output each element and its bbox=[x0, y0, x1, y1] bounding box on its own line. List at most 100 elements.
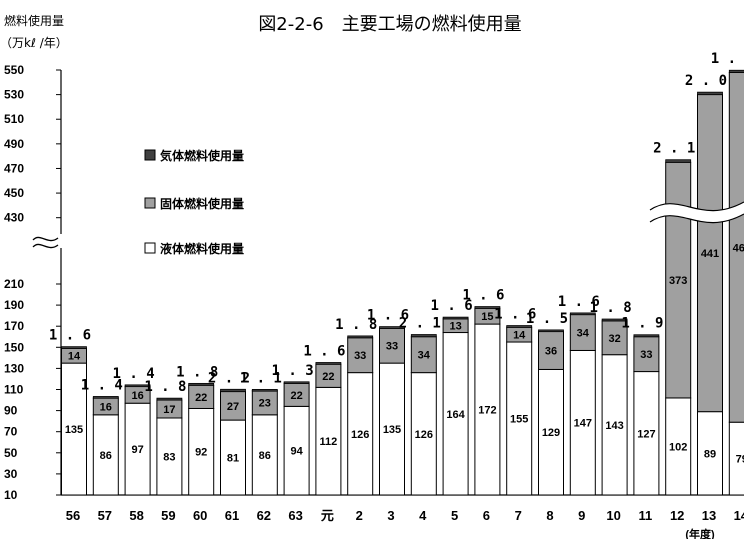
value-label-solid: 32 bbox=[608, 333, 620, 345]
value-label-liquid: 94 bbox=[290, 446, 303, 458]
x-tick-label: 7 bbox=[515, 508, 522, 523]
bar-solid bbox=[665, 161, 692, 399]
value-label-solid: 36 bbox=[545, 345, 557, 357]
bar-solid bbox=[538, 330, 564, 370]
value-label-gas: 1 . 6 bbox=[431, 298, 473, 314]
bar-gas bbox=[569, 312, 596, 316]
value-label-liquid: 92 bbox=[195, 447, 207, 459]
break-marks bbox=[30, 201, 744, 249]
bar-solid bbox=[379, 327, 405, 364]
bar-liquid bbox=[220, 419, 246, 496]
bar-gas bbox=[251, 388, 278, 392]
bar-gas bbox=[538, 329, 564, 333]
x-tick-label: 3 bbox=[387, 508, 394, 523]
y-tick-label: 10 bbox=[4, 488, 18, 502]
legend-swatch bbox=[144, 149, 156, 161]
bars: 135 14 1 . 6 86 16 1 . 4 97 16 1 . 4 83 17 1 . 8 92 2… bbox=[49, 51, 744, 496]
value-label-solid: 34 bbox=[418, 350, 431, 362]
bar-gas bbox=[410, 334, 437, 338]
x-tick-label: 4 bbox=[419, 508, 427, 523]
y-tick-label: 470 bbox=[4, 161, 24, 175]
bar-gas bbox=[61, 346, 87, 349]
bar-gas bbox=[697, 91, 723, 96]
value-label-solid: 373 bbox=[669, 275, 687, 287]
bar-liquid bbox=[506, 341, 533, 496]
y-tick-label: 450 bbox=[4, 186, 24, 200]
bar-gas bbox=[728, 69, 744, 73]
value-label-gas: 1 . 6 bbox=[303, 343, 345, 359]
x-tick-label: 59 bbox=[161, 508, 175, 523]
value-label-solid: 14 bbox=[513, 330, 526, 342]
bar-gas bbox=[92, 396, 119, 399]
bar-liquid bbox=[633, 371, 660, 496]
bar-gas bbox=[220, 388, 246, 393]
value-label-solid: 13 bbox=[449, 321, 461, 333]
bar-liquid bbox=[665, 397, 692, 496]
value-label-gas: 1 . 6 bbox=[462, 288, 504, 304]
value-label-liquid: 126 bbox=[415, 429, 433, 441]
y-tick-label: 110 bbox=[4, 383, 24, 397]
bar-solid bbox=[633, 336, 660, 373]
value-label-solid: 16 bbox=[131, 390, 143, 402]
x-tick-label: 5 bbox=[451, 508, 458, 523]
value-label-gas: 1 . 6 bbox=[558, 294, 600, 310]
value-label-gas: 1 . 6 bbox=[494, 307, 536, 323]
y-tick-label: 210 bbox=[4, 277, 24, 291]
x-tick-label: 56 bbox=[66, 508, 80, 523]
value-label-liquid: 86 bbox=[259, 450, 271, 462]
value-label-liquid: 143 bbox=[605, 420, 623, 432]
value-label-solid: 469 bbox=[733, 242, 744, 254]
legend-label: 気体燃料使用量 bbox=[160, 148, 244, 163]
x-tick-label: 8 bbox=[546, 508, 553, 523]
x-tick-label: 14 bbox=[734, 508, 744, 523]
bar-liquid bbox=[315, 386, 342, 496]
value-label-liquid: 112 bbox=[320, 436, 338, 448]
value-label-liquid: 102 bbox=[669, 441, 687, 453]
bar-solid bbox=[697, 94, 723, 413]
bar-gas bbox=[156, 397, 183, 401]
value-label-liquid: 155 bbox=[510, 414, 528, 426]
value-label-gas: 1 . 6 bbox=[367, 308, 409, 324]
x-tick-label: 57 bbox=[98, 508, 112, 523]
value-label-solid: 34 bbox=[577, 328, 590, 340]
bar-gas bbox=[665, 159, 692, 163]
value-label-liquid: 172 bbox=[478, 405, 496, 417]
value-label-gas: 1 . 8 bbox=[176, 364, 218, 380]
value-label-liquid: 135 bbox=[65, 424, 83, 436]
x-tick-label: 13 bbox=[702, 508, 716, 523]
value-label-solid: 15 bbox=[481, 311, 493, 323]
value-label-gas: 1 . 4 bbox=[81, 377, 123, 393]
y-tick-label: 70 bbox=[4, 425, 18, 439]
value-label-gas: 2 . 1 bbox=[653, 141, 695, 157]
value-label-gas: 2 . 2 bbox=[208, 370, 250, 386]
x-axis-label: (年度) bbox=[685, 527, 715, 539]
value-label-liquid: 135 bbox=[383, 424, 401, 436]
value-label-gas: 1 . 8 bbox=[335, 317, 377, 333]
value-label-solid: 14 bbox=[68, 351, 81, 363]
value-label-liquid: 164 bbox=[446, 409, 465, 421]
value-label-liquid: 81 bbox=[227, 453, 239, 465]
value-label-solid: 27 bbox=[227, 401, 239, 413]
x-tick-label: 58 bbox=[129, 508, 143, 523]
bar-gas bbox=[506, 325, 533, 328]
legend-label: 固体燃料使用量 bbox=[160, 196, 244, 211]
bar-gas bbox=[124, 384, 151, 388]
value-label-liquid: 129 bbox=[542, 427, 560, 439]
bar-liquid bbox=[538, 368, 564, 496]
axis-break-line bbox=[32, 236, 59, 242]
value-label-solid: 33 bbox=[354, 350, 366, 362]
value-label-liquid: 89 bbox=[704, 448, 716, 460]
value-label-gas: 1 . 6 bbox=[49, 328, 91, 344]
value-label-solid: 17 bbox=[163, 404, 175, 416]
value-label-gas: 1 . 1 bbox=[240, 370, 282, 386]
value-label-gas: 2 . 0 bbox=[685, 73, 727, 89]
value-label-gas: 1 . 8 bbox=[711, 51, 744, 67]
y-axis: 10 30 50 70 90 110 130 150 170 190 210 430 450 470 490… bbox=[4, 63, 744, 502]
y-tick-label: 90 bbox=[4, 404, 18, 418]
value-label-liquid: 127 bbox=[637, 428, 655, 440]
bar-liquid bbox=[61, 362, 87, 496]
bar-gas bbox=[442, 316, 469, 320]
value-label-solid: 23 bbox=[259, 398, 271, 410]
x-tick-label: 61 bbox=[225, 508, 239, 523]
value-label-gas: 2 . 1 bbox=[399, 316, 441, 332]
